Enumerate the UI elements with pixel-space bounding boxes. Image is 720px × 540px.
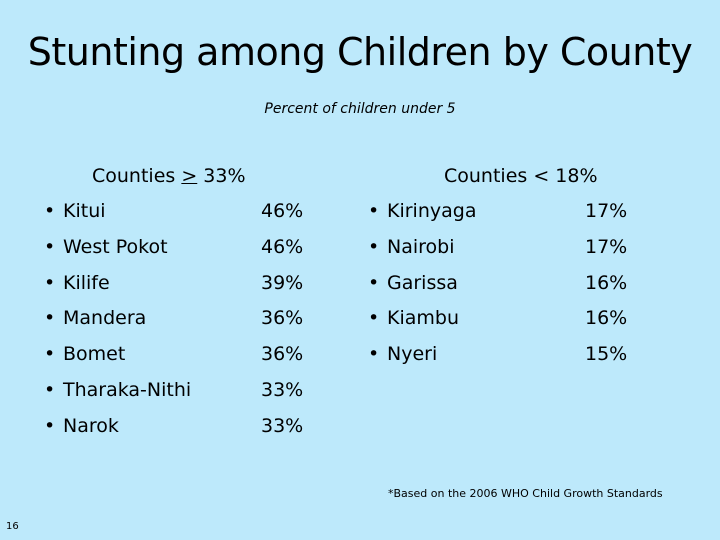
footnote: *Based on the 2006 WHO Child Growth Stan… — [388, 487, 663, 500]
list-item: • Kitui 46% — [44, 199, 314, 235]
list-item: • Nairobi 17% — [368, 235, 638, 271]
county-percent: 33% — [261, 378, 304, 401]
county-name: Kitui — [63, 200, 106, 222]
bullet-icon: • — [44, 271, 56, 294]
bullet-icon: • — [44, 414, 56, 437]
left-heading-operator: > — [181, 165, 198, 187]
county-name: West Pokot — [63, 235, 168, 258]
bullet-icon: • — [368, 307, 380, 330]
county-percent: 36% — [261, 343, 304, 366]
bullet-icon: • — [368, 343, 380, 366]
list-item: • Garissa 16% — [368, 271, 638, 307]
county-percent: 33% — [261, 414, 304, 437]
list-item: • Bomet 36% — [44, 342, 314, 378]
left-heading-prefix: Counties — [92, 165, 182, 187]
slide-number: 16 — [6, 521, 19, 532]
list-item: • Tharaka-Nithi 33% — [44, 378, 314, 414]
county-percent: 15% — [585, 343, 628, 366]
county-name: Kilife — [63, 271, 110, 294]
list-item: • Kiambu 16% — [368, 306, 638, 342]
county-name: Kiambu — [387, 307, 459, 330]
county-name: Nyeri — [387, 343, 438, 366]
county-percent: 46% — [261, 200, 304, 222]
county-name: Narok — [63, 414, 119, 437]
list-item: • West Pokot 46% — [44, 235, 314, 271]
bullet-icon: • — [44, 200, 56, 222]
left-column-heading: Counties > 33% — [92, 164, 246, 188]
county-name: Nairobi — [387, 235, 455, 258]
bullet-icon: • — [368, 235, 380, 258]
left-heading-value: 33% — [197, 165, 246, 187]
bullet-icon: • — [44, 343, 56, 366]
county-name: Kirinyaga — [387, 200, 477, 222]
county-name: Garissa — [387, 271, 458, 294]
bullet-icon: • — [44, 307, 56, 330]
bullet-icon: • — [44, 235, 56, 258]
list-item: • Nyeri 15% — [368, 342, 638, 378]
county-percent: 39% — [261, 271, 304, 294]
list-item: • Narok 33% — [44, 414, 314, 450]
county-percent: 36% — [261, 307, 304, 330]
slide-title: Stunting among Children by County — [27, 30, 693, 74]
county-name: Tharaka-Nithi — [63, 378, 192, 401]
list-item: • Kilife 39% — [44, 271, 314, 307]
bullet-icon: • — [368, 200, 380, 222]
high-stunting-county-list: • Kitui 46% • West Pokot 46% • Kilife 39% • Man… — [44, 199, 314, 450]
county-name: Bomet — [63, 343, 126, 366]
county-percent: 17% — [585, 200, 628, 222]
list-item: • Mandera 36% — [44, 306, 314, 342]
county-percent: 17% — [585, 235, 628, 258]
slide-subtitle: Percent of children under 5 — [264, 101, 456, 117]
bullet-icon: • — [368, 271, 380, 294]
low-stunting-county-list: • Kirinyaga 17% • Nairobi 17% • Garissa 16% • K… — [368, 199, 638, 378]
county-percent: 46% — [261, 235, 304, 258]
county-percent: 16% — [585, 271, 628, 294]
list-item: • Kirinyaga 17% — [368, 199, 638, 235]
county-percent: 16% — [585, 307, 628, 330]
right-column-heading: Counties < 18% — [444, 165, 598, 187]
bullet-icon: • — [44, 378, 56, 401]
county-name: Mandera — [63, 307, 147, 330]
